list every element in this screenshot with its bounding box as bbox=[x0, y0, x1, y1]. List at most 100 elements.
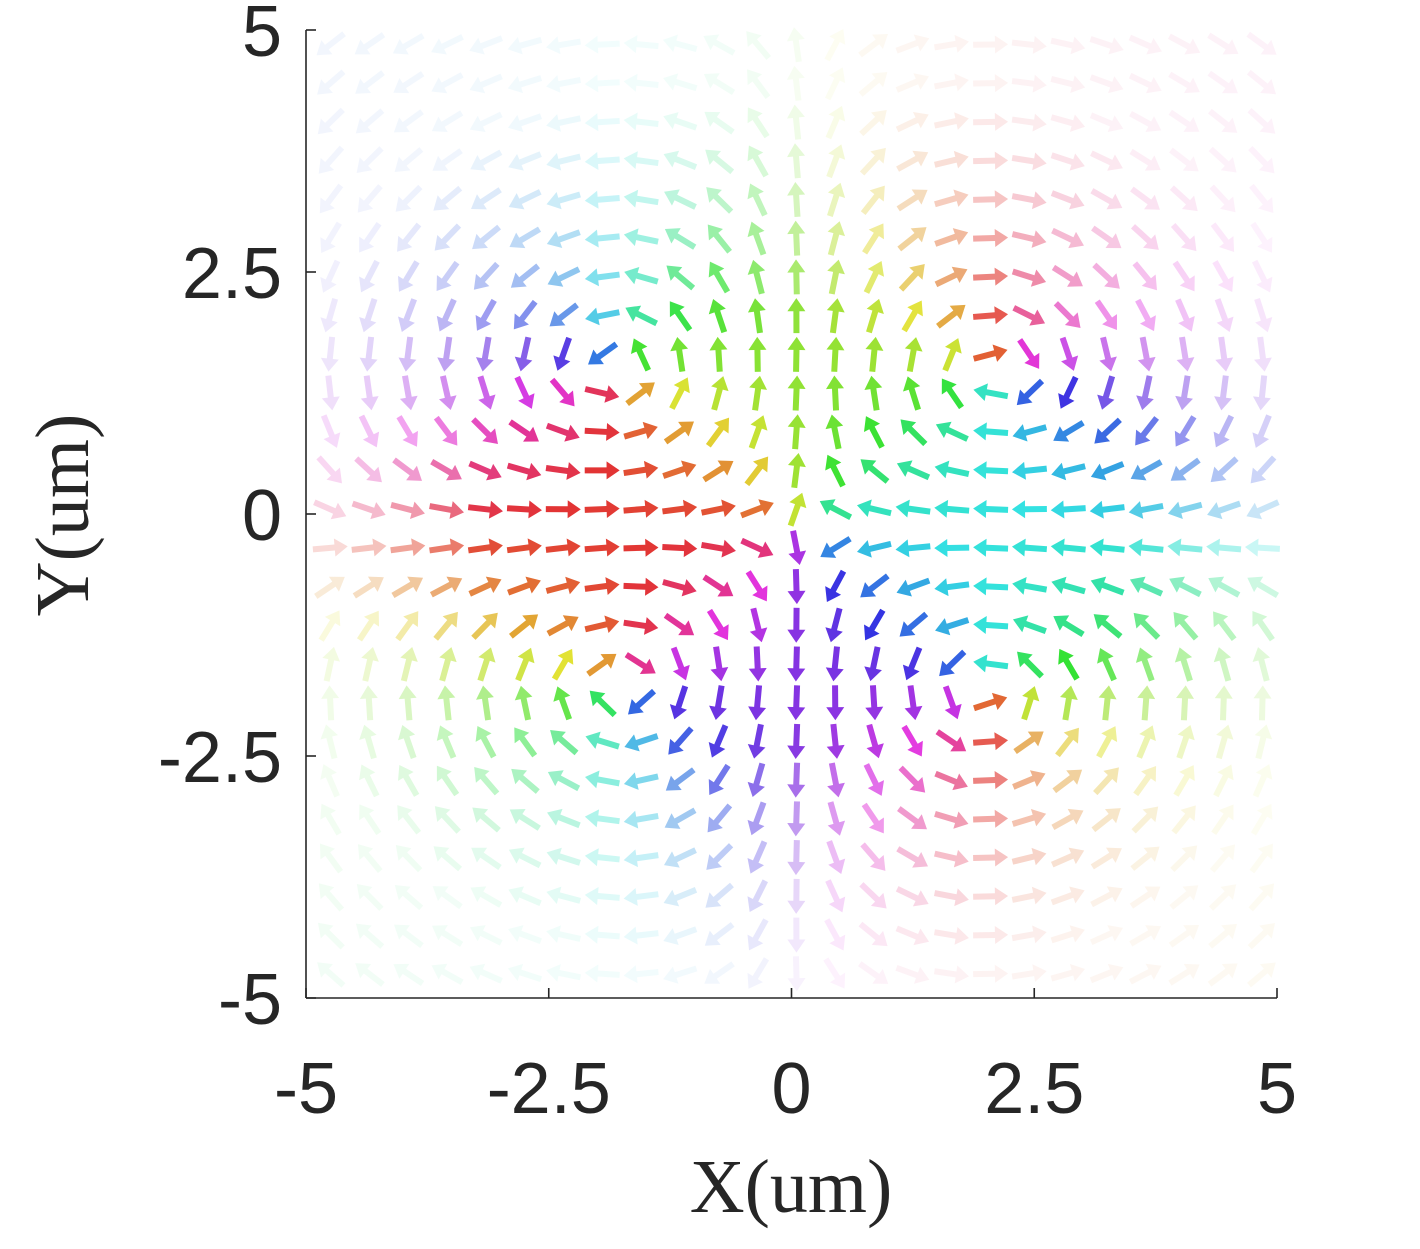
field-arrow bbox=[1053, 615, 1085, 637]
field-arrow bbox=[865, 685, 884, 721]
field-arrow bbox=[1050, 152, 1085, 171]
field-arrow bbox=[895, 539, 931, 558]
field-arrow bbox=[1050, 500, 1086, 519]
field-arrow bbox=[704, 111, 735, 135]
field-arrow bbox=[934, 499, 970, 518]
field-arrow bbox=[747, 298, 766, 334]
field-arrow bbox=[467, 500, 503, 519]
field-arrow bbox=[1246, 69, 1276, 95]
field-arrow bbox=[820, 536, 852, 558]
field-arrow bbox=[1171, 805, 1196, 835]
field-arrow bbox=[1051, 808, 1084, 830]
field-arrow bbox=[904, 685, 923, 721]
field-arrow bbox=[625, 305, 658, 327]
field-arrow bbox=[318, 883, 345, 912]
field-arrow bbox=[585, 731, 620, 750]
field-arrow bbox=[973, 267, 1009, 286]
field-arrow bbox=[934, 811, 969, 829]
field-arrow bbox=[934, 228, 969, 247]
field-arrow bbox=[1011, 113, 1047, 132]
field-arrow bbox=[1090, 461, 1125, 481]
field-arrow bbox=[669, 301, 693, 332]
field-arrow bbox=[1012, 424, 1048, 442]
field-arrow bbox=[396, 415, 418, 447]
field-arrow bbox=[623, 965, 659, 984]
field-arrow bbox=[1210, 222, 1235, 253]
field-arrow bbox=[860, 573, 890, 598]
field-arrow bbox=[1050, 190, 1085, 210]
field-arrow bbox=[934, 150, 969, 169]
field-arrow bbox=[1050, 886, 1085, 906]
field-arrow bbox=[935, 729, 967, 752]
field-arrow bbox=[397, 805, 422, 835]
field-arrow bbox=[1250, 803, 1273, 836]
field-arrow bbox=[746, 31, 772, 60]
field-arrow bbox=[475, 726, 497, 759]
field-arrow bbox=[630, 338, 651, 372]
field-arrow bbox=[1213, 611, 1237, 642]
field-arrow bbox=[826, 840, 846, 875]
field-arrow bbox=[749, 607, 768, 643]
field-arrow bbox=[1017, 651, 1044, 679]
field-arrow bbox=[935, 421, 969, 442]
x-tick-label: 0 bbox=[771, 1049, 811, 1129]
field-arrow bbox=[1208, 576, 1241, 598]
field-arrow bbox=[506, 462, 542, 481]
field-arrow bbox=[467, 538, 503, 557]
field-arrow bbox=[393, 71, 425, 94]
field-arrow bbox=[507, 75, 543, 94]
field-arrow bbox=[1050, 925, 1085, 944]
field-arrow bbox=[436, 260, 460, 291]
field-arrow bbox=[973, 771, 1009, 790]
field-arrow bbox=[973, 151, 1009, 170]
field-arrow bbox=[1128, 538, 1164, 557]
field-arrow bbox=[747, 879, 768, 913]
field-arrow bbox=[934, 538, 970, 557]
field-arrow bbox=[1016, 378, 1045, 406]
field-arrow bbox=[399, 375, 418, 411]
field-arrow bbox=[623, 577, 659, 596]
x-axis-title: X(um) bbox=[690, 1145, 893, 1229]
field-arrow bbox=[623, 112, 659, 131]
field-arrow bbox=[825, 569, 847, 602]
field-arrow bbox=[585, 307, 620, 326]
field-arrow bbox=[827, 762, 845, 798]
field-arrow bbox=[1249, 183, 1274, 214]
field-arrow bbox=[355, 108, 385, 134]
field-arrow bbox=[1247, 576, 1279, 599]
field-arrow bbox=[1252, 414, 1272, 448]
field-arrow bbox=[400, 647, 418, 682]
field-arrow bbox=[1246, 499, 1280, 520]
field-arrow bbox=[787, 259, 806, 295]
field-arrow bbox=[705, 149, 735, 175]
field-arrow bbox=[972, 732, 1009, 751]
field-arrow bbox=[747, 918, 769, 951]
field-arrow bbox=[700, 499, 736, 518]
field-arrow bbox=[1130, 186, 1160, 210]
field-arrow bbox=[1135, 416, 1160, 446]
y-tick-label: 5 bbox=[242, 0, 282, 72]
field-arrow bbox=[584, 538, 620, 557]
field-arrow bbox=[1011, 500, 1047, 519]
field-arrow bbox=[320, 259, 341, 293]
field-arrow bbox=[1094, 299, 1117, 331]
field-arrow bbox=[787, 181, 806, 218]
field-arrow bbox=[356, 883, 384, 911]
field-arrow bbox=[787, 840, 806, 876]
field-arrow bbox=[748, 646, 767, 682]
field-arrow bbox=[827, 259, 845, 295]
field-arrow bbox=[546, 229, 581, 249]
field-arrow bbox=[1129, 925, 1162, 947]
field-arrow bbox=[1173, 611, 1199, 641]
field-arrow bbox=[788, 453, 806, 489]
field-arrow bbox=[1133, 765, 1157, 797]
field-arrow bbox=[895, 34, 930, 54]
field-arrow bbox=[1129, 576, 1164, 597]
field-arrow bbox=[1169, 576, 1202, 598]
field-arrow bbox=[663, 73, 698, 92]
field-arrow bbox=[514, 685, 533, 721]
field-arrow bbox=[662, 579, 697, 597]
field-arrow bbox=[359, 764, 380, 798]
field-arrow bbox=[1094, 417, 1122, 444]
